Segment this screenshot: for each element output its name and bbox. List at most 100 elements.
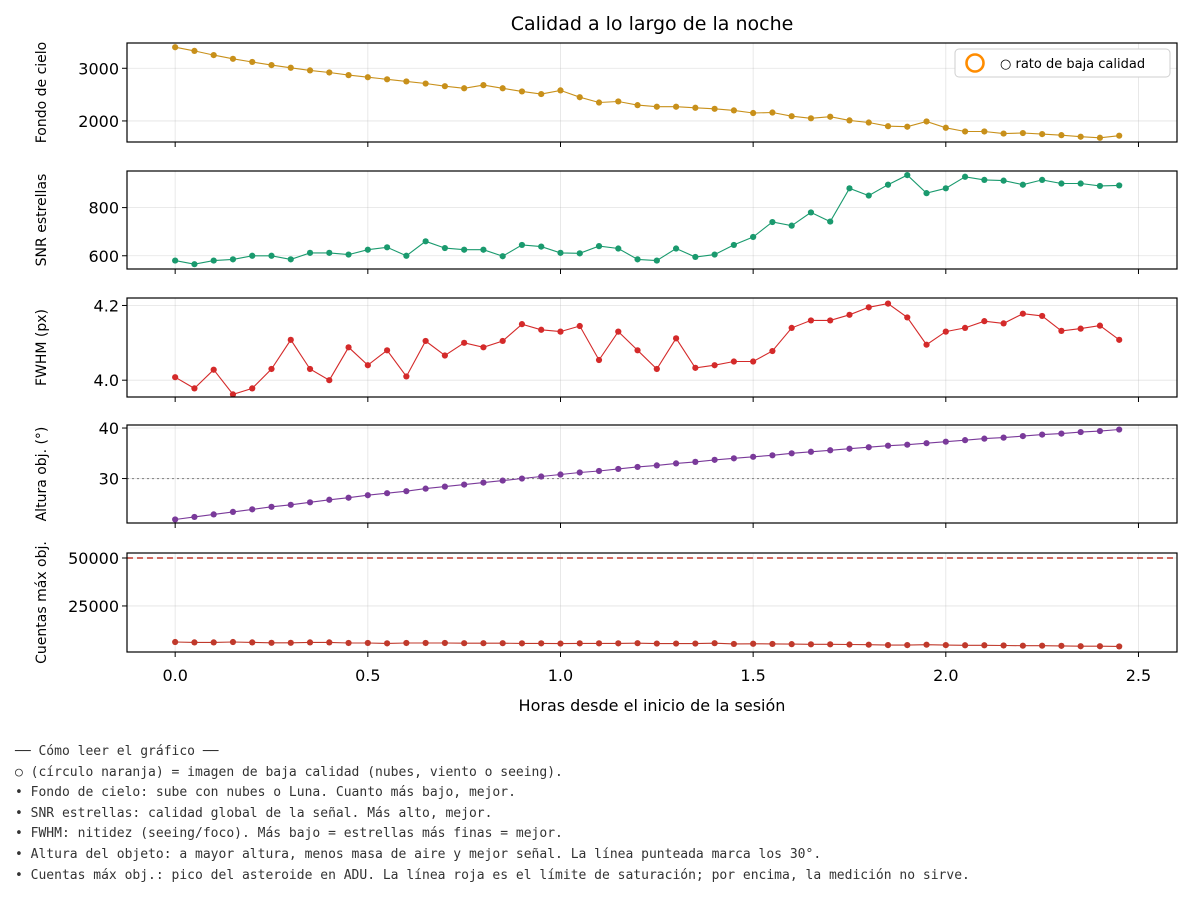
data-point bbox=[904, 441, 911, 448]
data-point bbox=[1077, 643, 1084, 650]
data-point bbox=[249, 252, 256, 259]
data-point bbox=[249, 385, 256, 392]
data-point bbox=[210, 366, 217, 373]
data-point bbox=[846, 641, 853, 648]
data-point bbox=[846, 117, 853, 124]
data-point bbox=[268, 639, 275, 646]
data-point bbox=[1058, 642, 1065, 649]
panel-frame bbox=[126, 297, 1178, 398]
data-point bbox=[441, 639, 448, 647]
legend-marker-circle bbox=[965, 53, 985, 73]
data-point bbox=[807, 115, 815, 122]
reading-guide-heading: ── Cómo leer el gráfico ── bbox=[15, 744, 219, 759]
data-point bbox=[422, 238, 429, 245]
panel-frame bbox=[126, 170, 1178, 270]
data-point bbox=[1019, 310, 1026, 317]
data-point bbox=[942, 124, 949, 131]
data-point bbox=[615, 98, 622, 105]
x-tick-label: 1.0 bbox=[548, 666, 573, 685]
data-point bbox=[1019, 642, 1026, 649]
data-point bbox=[942, 438, 949, 445]
data-point bbox=[287, 639, 294, 646]
data-point bbox=[1116, 426, 1123, 433]
data-point bbox=[518, 321, 526, 328]
data-point bbox=[364, 246, 371, 253]
data-point bbox=[518, 640, 526, 647]
data-point bbox=[615, 640, 622, 647]
panel-frame bbox=[126, 552, 1178, 653]
data-point bbox=[364, 639, 371, 647]
data-point bbox=[750, 640, 757, 647]
data-point bbox=[441, 244, 448, 252]
data-point bbox=[788, 450, 795, 457]
data-point bbox=[904, 123, 911, 130]
data-point bbox=[1039, 312, 1046, 320]
data-point bbox=[191, 639, 198, 646]
data-point bbox=[480, 640, 487, 647]
data-point bbox=[229, 508, 237, 515]
data-point bbox=[518, 241, 526, 249]
x-tick-label: 1.5 bbox=[740, 666, 765, 685]
data-point bbox=[788, 113, 795, 120]
data-point bbox=[557, 640, 564, 647]
y-tick-label: 30 bbox=[99, 470, 119, 489]
data-point bbox=[191, 261, 198, 268]
data-point bbox=[923, 118, 930, 125]
data-point bbox=[480, 479, 487, 486]
data-point bbox=[615, 328, 622, 335]
data-point bbox=[981, 128, 988, 135]
y-tick-label: 4.0 bbox=[94, 371, 119, 390]
x-tick-label: 0.5 bbox=[355, 666, 380, 685]
data-point bbox=[692, 458, 699, 465]
y-axis-label: Fondo de cielo bbox=[34, 42, 50, 144]
data-point bbox=[576, 94, 583, 101]
data-point bbox=[191, 513, 198, 521]
data-point bbox=[499, 337, 506, 345]
y-axis-label: SNR estrellas bbox=[34, 174, 50, 267]
data-point bbox=[1000, 320, 1007, 327]
data-point bbox=[1039, 642, 1046, 649]
data-point bbox=[576, 322, 583, 330]
data-point bbox=[383, 76, 391, 83]
data-point bbox=[1096, 134, 1104, 141]
series-line bbox=[175, 641, 1120, 647]
data-point bbox=[210, 257, 217, 264]
data-point bbox=[557, 328, 564, 335]
data-point bbox=[480, 344, 487, 351]
data-point bbox=[538, 326, 545, 333]
data-point bbox=[807, 209, 815, 216]
data-point bbox=[827, 641, 834, 648]
data-point bbox=[1000, 642, 1007, 649]
data-point bbox=[345, 494, 352, 501]
data-point bbox=[942, 641, 949, 649]
data-point bbox=[692, 364, 699, 371]
data-point bbox=[191, 47, 198, 54]
data-point bbox=[1000, 177, 1007, 184]
data-point bbox=[942, 185, 949, 192]
data-point bbox=[1116, 182, 1123, 189]
data-point bbox=[576, 640, 583, 647]
reading-guide-line: ○ (círculo naranja) = imagen de baja cal… bbox=[15, 764, 563, 780]
y-tick-label: 4.2 bbox=[94, 296, 119, 315]
data-point bbox=[807, 641, 815, 648]
panel-frame bbox=[126, 424, 1178, 524]
data-point bbox=[326, 69, 333, 76]
data-point bbox=[557, 471, 564, 478]
data-point bbox=[634, 102, 641, 109]
data-point bbox=[461, 640, 468, 647]
data-point bbox=[191, 385, 198, 392]
data-point bbox=[306, 499, 314, 506]
data-point bbox=[210, 639, 217, 646]
data-point bbox=[557, 249, 564, 256]
data-point bbox=[1039, 131, 1046, 138]
data-point bbox=[480, 82, 487, 89]
data-point bbox=[210, 52, 217, 59]
data-point bbox=[172, 638, 179, 646]
data-point bbox=[692, 640, 699, 647]
data-point bbox=[1116, 643, 1123, 650]
data-point bbox=[807, 448, 815, 455]
data-point bbox=[653, 103, 660, 110]
data-point bbox=[403, 78, 410, 85]
panel-3: 4.0 4.2 FWHM (px) bbox=[34, 296, 1178, 402]
data-point bbox=[422, 80, 429, 87]
